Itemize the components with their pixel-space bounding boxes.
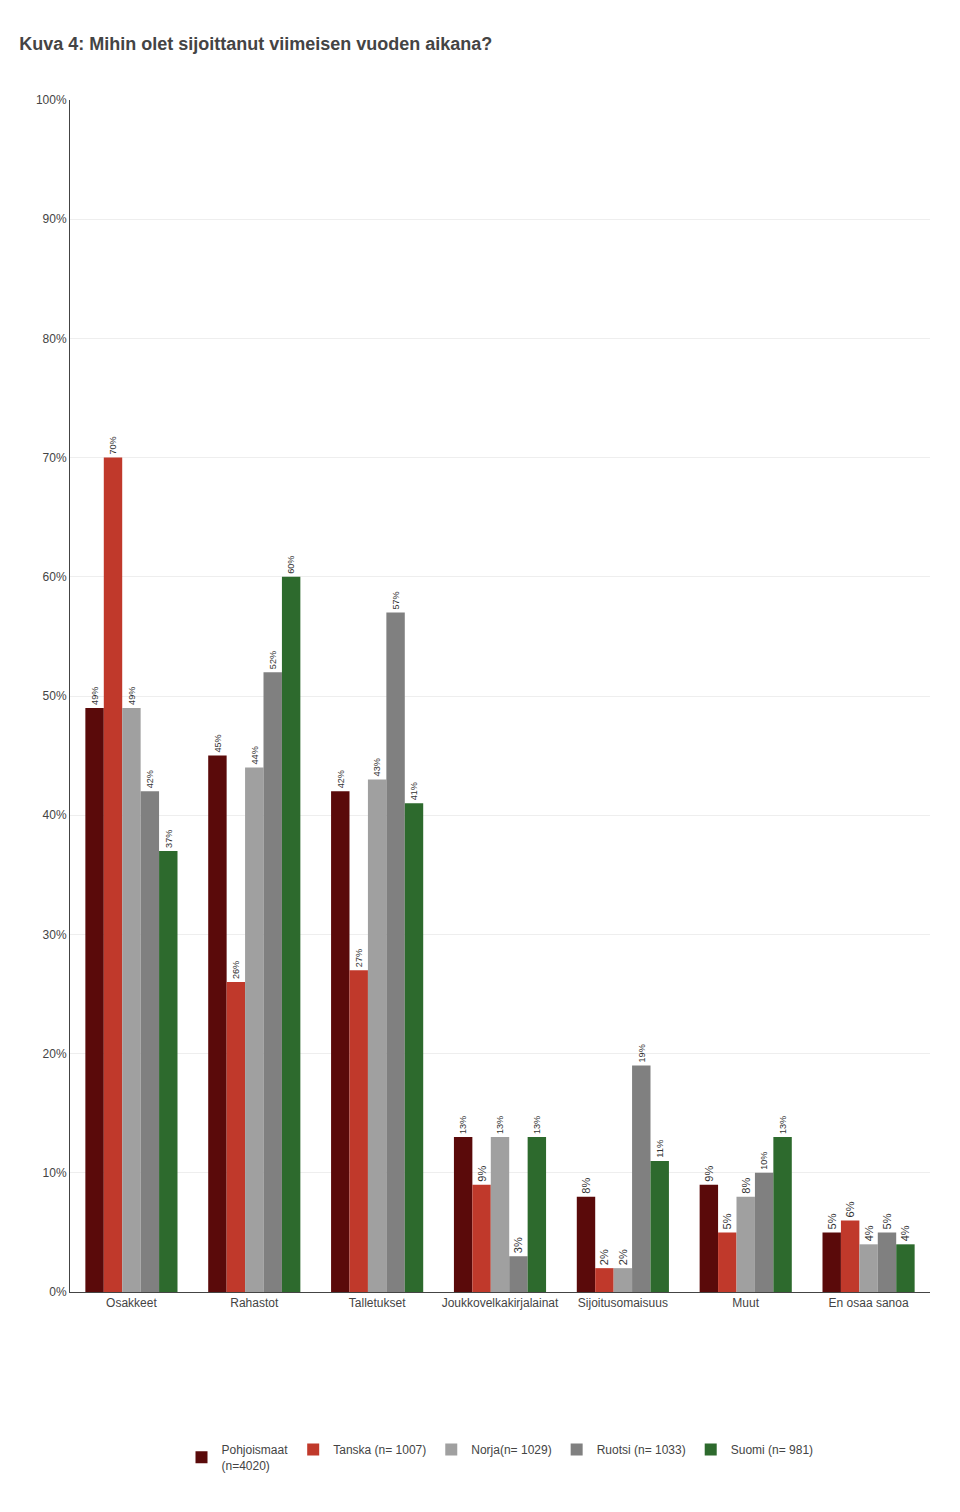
svg-text:13%: 13% [532, 1116, 542, 1134]
svg-text:10%: 10% [43, 1166, 67, 1180]
svg-text:49%: 49% [127, 687, 137, 705]
svg-text:Kuva 4: Mihin olet sijoittanut: Kuva 4: Mihin olet sijoittanut viimeisen… [19, 34, 492, 54]
svg-text:Sijoitusomaisuus: Sijoitusomaisuus [578, 1296, 668, 1310]
svg-text:13%: 13% [778, 1116, 788, 1134]
svg-text:11%: 11% [654, 1139, 665, 1158]
svg-text:13%: 13% [495, 1116, 505, 1134]
svg-text:37%: 37% [164, 830, 174, 848]
svg-text:52%: 52% [268, 651, 278, 669]
svg-text:5%: 5% [721, 1213, 733, 1229]
svg-text:Muut: Muut [732, 1296, 759, 1310]
svg-text:Rahastot: Rahastot [230, 1296, 279, 1310]
svg-text:9%: 9% [703, 1166, 715, 1182]
svg-text:100%: 100% [36, 93, 67, 107]
svg-text:4%: 4% [863, 1225, 875, 1241]
svg-text:2%: 2% [598, 1249, 610, 1265]
svg-text:8%: 8% [740, 1178, 752, 1194]
svg-text:50%: 50% [43, 689, 67, 703]
svg-text:26%: 26% [231, 961, 241, 979]
svg-text:En osaa sanoa: En osaa sanoa [829, 1296, 909, 1310]
svg-text:41%: 41% [409, 782, 419, 800]
svg-text:2%: 2% [617, 1249, 629, 1265]
svg-text:Suomi (n= 981): Suomi (n= 981) [731, 1443, 813, 1457]
svg-text:0%: 0% [49, 1285, 67, 1299]
svg-text:13%: 13% [458, 1116, 468, 1134]
svg-text:42%: 42% [336, 770, 346, 788]
svg-text:70%: 70% [108, 436, 118, 454]
svg-text:8%: 8% [580, 1178, 592, 1194]
svg-text:3%: 3% [512, 1237, 524, 1253]
svg-text:Osakkeet: Osakkeet [106, 1296, 157, 1310]
svg-text:44%: 44% [250, 746, 260, 764]
svg-text:6%: 6% [844, 1201, 856, 1217]
svg-text:5%: 5% [881, 1213, 893, 1229]
svg-text:5%: 5% [826, 1213, 838, 1229]
svg-text:Norja(n= 1029): Norja(n= 1029) [471, 1443, 551, 1457]
svg-text:45%: 45% [213, 734, 223, 752]
svg-text:49%: 49% [90, 687, 100, 705]
svg-text:Ruotsi (n= 1033): Ruotsi (n= 1033) [597, 1443, 686, 1457]
svg-text:4%: 4% [899, 1225, 911, 1241]
svg-text:19%: 19% [637, 1044, 647, 1062]
svg-text:70%: 70% [43, 451, 67, 465]
svg-text:Joukkovelkakirjalainat: Joukkovelkakirjalainat [442, 1296, 559, 1310]
svg-text:57%: 57% [391, 591, 401, 609]
svg-text:9%: 9% [476, 1166, 488, 1182]
svg-text:60%: 60% [286, 556, 296, 574]
svg-text:Tanska (n= 1007): Tanska (n= 1007) [333, 1443, 426, 1457]
svg-text:Pohjoismaat(n=4020): Pohjoismaat(n=4020) [222, 1443, 289, 1473]
svg-text:60%: 60% [43, 570, 67, 584]
svg-text:40%: 40% [43, 808, 67, 822]
svg-text:20%: 20% [43, 1047, 67, 1061]
svg-text:Talletukset: Talletukset [349, 1296, 406, 1310]
svg-text:30%: 30% [43, 928, 67, 942]
svg-text:90%: 90% [43, 212, 67, 226]
svg-text:27%: 27% [354, 949, 364, 967]
svg-text:80%: 80% [43, 332, 67, 346]
svg-text:42%: 42% [145, 770, 155, 788]
svg-text:10%: 10% [759, 1152, 769, 1170]
svg-text:43%: 43% [372, 758, 382, 776]
